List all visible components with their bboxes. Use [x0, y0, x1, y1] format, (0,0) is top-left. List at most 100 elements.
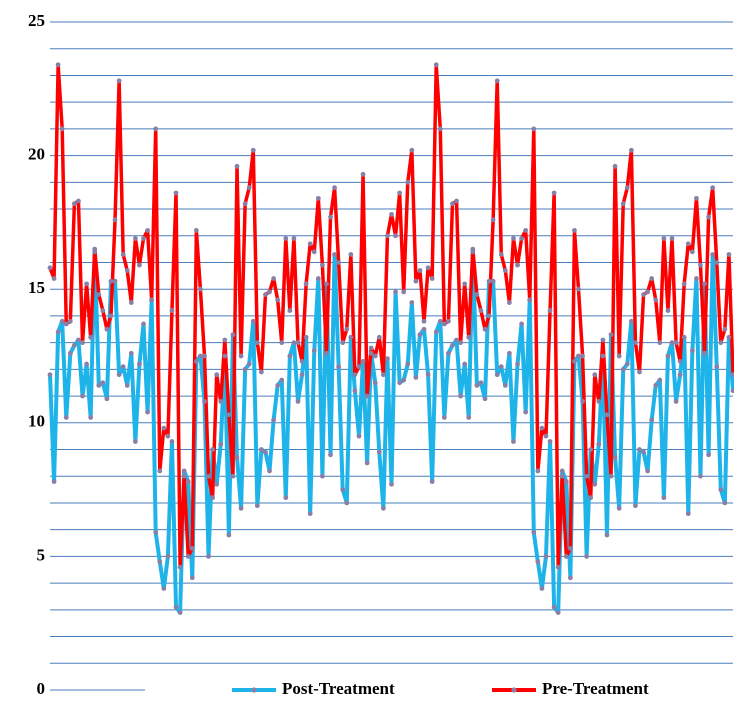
point-marker [267, 468, 272, 474]
point-marker [234, 455, 240, 460]
point-marker [466, 334, 472, 340]
point-marker [665, 353, 671, 359]
point-marker [547, 439, 553, 444]
point-marker [523, 228, 529, 233]
point-marker [413, 278, 419, 284]
point-marker [596, 441, 602, 447]
point-marker [458, 393, 464, 399]
point-marker [246, 185, 252, 191]
point-marker [535, 468, 541, 474]
point-marker [80, 393, 85, 399]
point-marker [246, 361, 252, 367]
point-marker [189, 545, 195, 551]
point-marker [401, 289, 407, 295]
point-marker [51, 276, 57, 281]
point-marker [633, 503, 638, 509]
point-marker [547, 308, 553, 313]
point-marker [576, 353, 581, 359]
point-marker [421, 318, 427, 324]
point-marker [405, 361, 411, 367]
point-marker [71, 342, 77, 348]
point-marker [409, 300, 415, 305]
point-marker [413, 374, 419, 380]
point-marker [222, 353, 228, 359]
point-marker [604, 412, 610, 418]
point-marker [161, 586, 167, 591]
point-marker [624, 361, 630, 367]
point-marker [275, 297, 281, 303]
point-marker [555, 610, 561, 615]
series-line [48, 249, 734, 615]
point-marker [210, 447, 216, 452]
point-marker [324, 350, 329, 356]
point-marker [84, 361, 89, 367]
point-marker [433, 62, 439, 68]
point-marker [385, 356, 390, 362]
point-marker [433, 329, 439, 335]
point-marker [417, 332, 423, 338]
legend-marker [511, 687, 517, 693]
point-marker [502, 382, 508, 388]
point-marker [368, 350, 374, 356]
point-marker [584, 554, 590, 559]
point-marker [198, 286, 203, 292]
point-marker [677, 372, 683, 378]
point-marker [67, 350, 73, 356]
y-tick-label: 10 [28, 412, 45, 431]
point-marker [380, 372, 386, 378]
point-marker [141, 321, 146, 327]
point-marker [315, 276, 321, 281]
point-marker [376, 334, 382, 340]
point-marker [478, 308, 484, 313]
point-marker [161, 425, 167, 431]
point-marker [230, 473, 236, 479]
point-marker [706, 452, 712, 458]
point-marker [157, 559, 163, 565]
point-marker [141, 236, 146, 241]
point-marker [702, 350, 707, 356]
point-marker [319, 473, 325, 479]
point-marker [356, 433, 362, 439]
point-marker [193, 358, 199, 364]
point-marker [165, 554, 171, 559]
point-marker [303, 281, 309, 287]
point-marker [279, 377, 285, 383]
point-marker [588, 447, 594, 452]
point-marker [641, 292, 646, 297]
point-marker [222, 337, 228, 343]
point-marker [311, 249, 317, 255]
point-marker [726, 334, 732, 340]
point-marker [76, 337, 81, 343]
point-marker [372, 353, 378, 359]
point-marker [238, 353, 244, 359]
point-marker [539, 586, 545, 591]
point-marker [689, 348, 695, 354]
point-marker [628, 318, 634, 324]
point-marker [275, 382, 281, 388]
point-marker [181, 468, 187, 474]
point-marker [230, 332, 236, 338]
point-marker [539, 425, 545, 431]
point-marker [722, 326, 728, 332]
point-marker [437, 318, 443, 324]
point-marker [283, 495, 289, 501]
point-marker [234, 163, 240, 169]
point-marker [96, 382, 102, 388]
y-tick-label: 20 [28, 145, 45, 164]
point-marker [319, 262, 325, 268]
point-marker [352, 372, 358, 378]
point-marker [287, 308, 293, 313]
point-marker [393, 289, 398, 295]
point-marker [551, 190, 557, 196]
point-marker [165, 433, 171, 439]
point-marker [494, 372, 500, 378]
point-marker [120, 364, 126, 370]
point-marker [580, 353, 585, 359]
point-marker [124, 382, 130, 388]
point-marker [446, 318, 451, 324]
point-marker [364, 460, 370, 466]
point-marker [352, 388, 358, 394]
point-marker [685, 511, 691, 517]
point-marker [722, 500, 728, 506]
